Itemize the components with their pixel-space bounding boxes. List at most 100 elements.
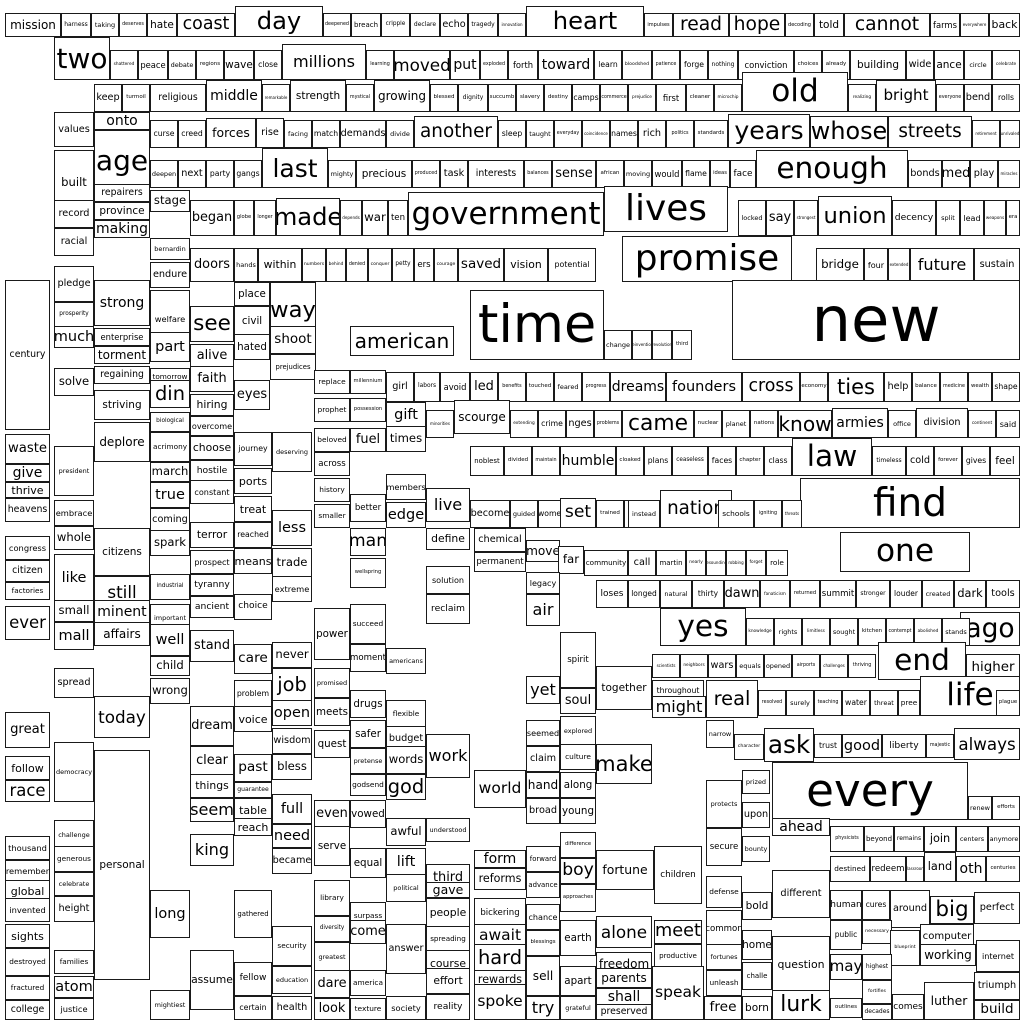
word-cell: rolls <box>992 84 1020 112</box>
word-cell: reinvention <box>632 330 652 360</box>
word-label: height <box>58 903 90 915</box>
word-cell: torment <box>94 346 150 364</box>
word-label: political <box>393 883 419 892</box>
word-cell: atom <box>54 976 94 998</box>
word-label: african <box>600 170 620 177</box>
word-label: cross <box>748 376 794 397</box>
word-label: even <box>316 805 348 821</box>
word-cell: minent <box>94 600 150 624</box>
word-cell: meet <box>654 920 702 944</box>
word-label: always <box>958 733 1016 754</box>
word-cell: promised <box>314 668 350 698</box>
word-label: prospect <box>194 556 230 567</box>
word-cell: miracles <box>998 160 1020 188</box>
word-cell: blessed <box>430 84 458 112</box>
word-label: keep <box>96 92 120 104</box>
word-cell: bloodshed <box>622 50 652 80</box>
word-cell: remarkable <box>262 84 290 112</box>
word-label: bold <box>745 899 769 912</box>
word-label: women <box>538 509 566 519</box>
word-cell: potential <box>548 248 596 282</box>
word-label: promised <box>316 678 348 687</box>
word-cell: move <box>526 540 560 562</box>
word-label: martin <box>659 558 683 567</box>
word-cell: regions <box>196 50 224 80</box>
word-cell: solve <box>54 368 94 396</box>
word-label: deserving <box>275 447 309 456</box>
word-cell: even <box>314 800 350 828</box>
word-label: touched <box>528 383 552 390</box>
word-label: limitless <box>807 628 825 634</box>
word-cell: challenges <box>820 654 848 678</box>
word-cell: din <box>150 380 190 408</box>
word-label: impulses <box>647 21 670 28</box>
word-label: character <box>737 743 761 749</box>
word-cell: global <box>5 880 50 902</box>
word-label: try <box>531 997 555 1017</box>
word-label: build <box>980 1001 1014 1018</box>
word-cell: wellspring <box>350 558 386 588</box>
word-cell: wide <box>906 50 934 80</box>
word-label: hands <box>236 260 256 269</box>
word-cell: became <box>272 848 312 874</box>
word-label: armies <box>836 415 884 431</box>
word-cell: legacy <box>526 572 560 594</box>
word-cell: bridge <box>816 248 864 282</box>
word-label: bright <box>883 86 929 105</box>
word-cell: tyranny <box>190 574 234 596</box>
word-label: claim <box>529 753 557 765</box>
word-label: forever <box>938 457 958 464</box>
word-cell: look <box>314 998 350 1020</box>
word-cell: forth <box>508 50 538 80</box>
word-label: exploded <box>482 61 506 67</box>
word-label: reinvention <box>632 342 651 347</box>
word-cell: record <box>54 200 94 228</box>
word-cell: thousand <box>5 836 50 860</box>
word-cell: march <box>150 462 190 482</box>
word-label: led <box>474 378 494 394</box>
word-label: sell <box>532 968 554 983</box>
word-label: prejudice <box>632 94 652 100</box>
word-label: hand <box>527 777 559 792</box>
word-label: today <box>98 706 146 727</box>
word-cell: mighty <box>328 160 356 188</box>
word-label: thriving <box>852 662 872 668</box>
word-cell: yes <box>660 608 746 646</box>
word-cell: citizens <box>94 528 150 576</box>
word-label: liberty <box>889 740 919 752</box>
word-cell: armies <box>832 408 888 438</box>
word-label: seem <box>190 799 234 819</box>
word-label: face <box>733 168 753 179</box>
word-label: spark <box>154 535 186 550</box>
word-cell: forward <box>526 846 560 872</box>
word-cell: pledge <box>54 266 94 302</box>
word-cell: denied <box>346 248 368 282</box>
word-label: saved <box>460 256 502 273</box>
word-label: bernardin <box>154 244 186 253</box>
word-cell: small <box>54 600 94 622</box>
word-label: work <box>428 745 468 765</box>
word-label: neighbors <box>683 662 705 668</box>
word-cell: keep <box>94 84 122 112</box>
word-cell: height <box>54 896 94 922</box>
word-label: politics <box>671 130 689 136</box>
word-label: hated <box>237 340 267 353</box>
word-label: sought <box>832 627 856 636</box>
word-label: robbing <box>728 560 744 565</box>
word-label: toward <box>541 57 591 73</box>
word-label: fractured <box>10 983 45 993</box>
word-cell: industrial <box>150 574 190 600</box>
word-cell: destined <box>830 856 870 882</box>
word-cell: province <box>94 202 150 220</box>
word-label: wealth <box>970 383 990 390</box>
word-label: pretense <box>353 756 383 765</box>
word-cell: names <box>610 120 638 148</box>
word-cell: circle <box>964 50 992 80</box>
word-cell: old <box>742 72 848 112</box>
word-cell: taking <box>91 13 119 37</box>
word-label: waste <box>7 441 48 457</box>
word-cell: serve <box>314 826 350 866</box>
word-label: terror <box>196 527 228 541</box>
word-label: big <box>935 897 969 923</box>
